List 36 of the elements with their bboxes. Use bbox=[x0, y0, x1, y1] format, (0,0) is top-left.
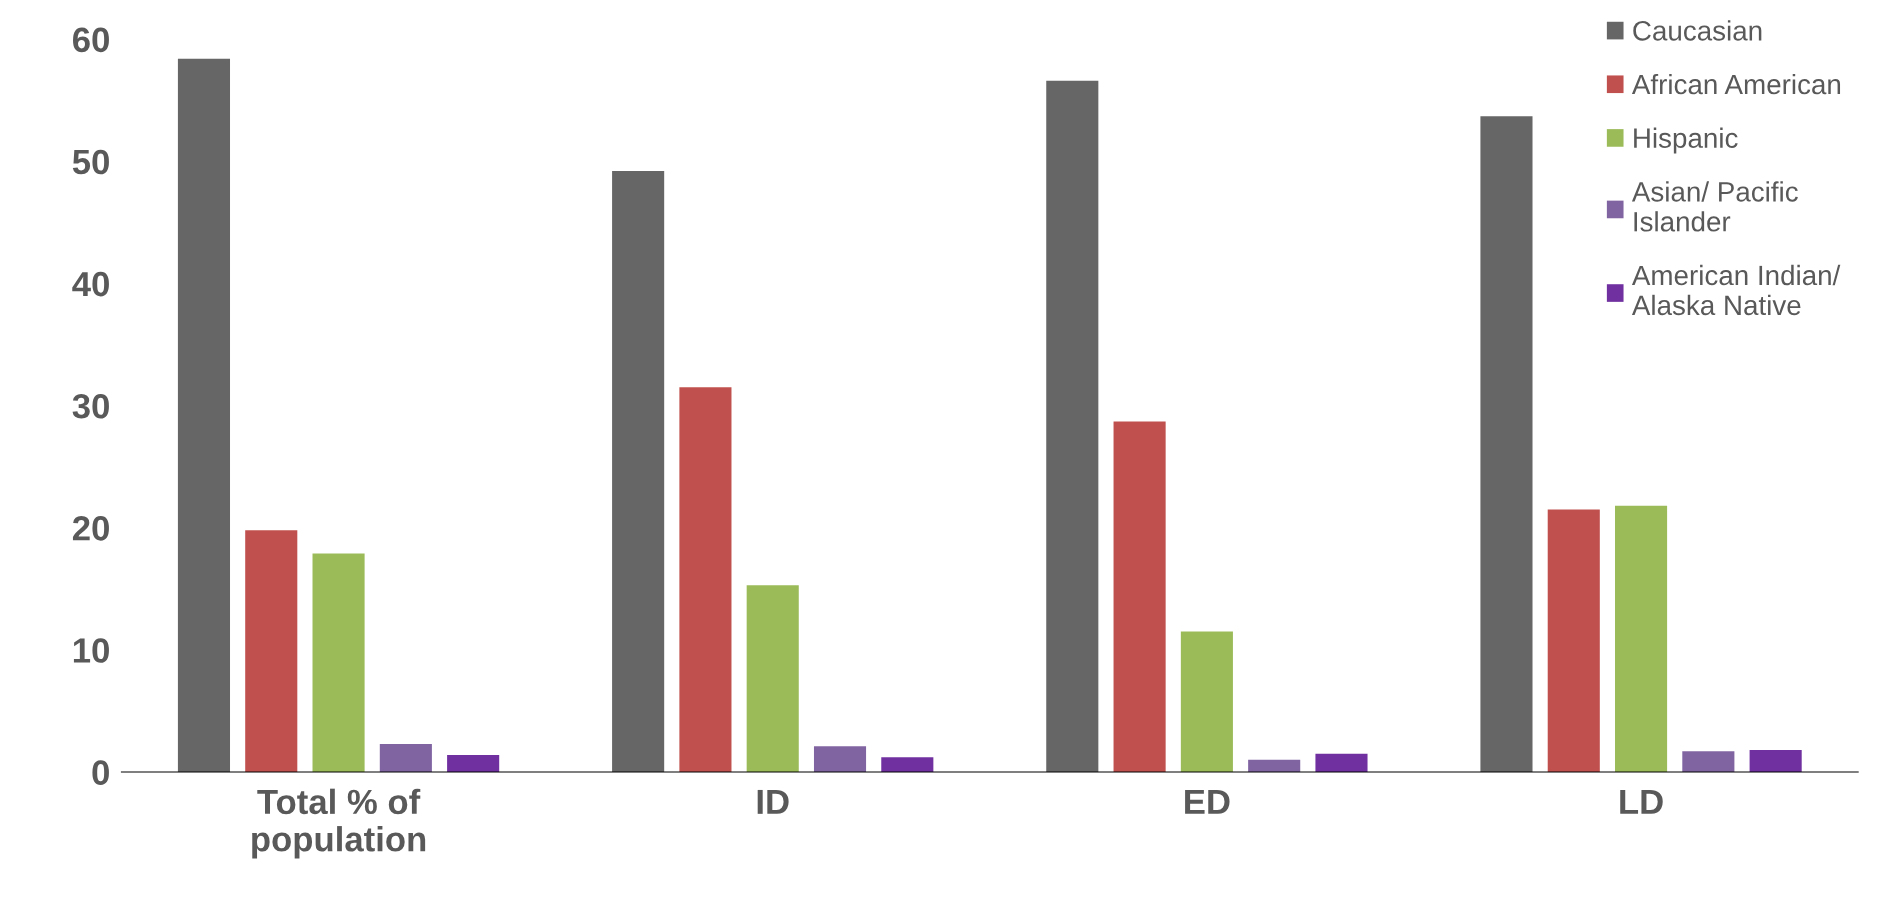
legend-label: Hispanic bbox=[1634, 127, 1738, 154]
bar bbox=[1113, 421, 1166, 773]
bar bbox=[813, 746, 867, 773]
legend-label: American Indian/ Alaska Native bbox=[1631, 264, 1841, 316]
bar bbox=[312, 553, 365, 773]
bar bbox=[1046, 80, 1099, 773]
bar bbox=[1180, 631, 1233, 773]
bar bbox=[746, 585, 799, 773]
bar bbox=[1682, 751, 1735, 773]
bar bbox=[245, 530, 298, 773]
y-tick-label: 50 bbox=[72, 149, 109, 175]
legend-label: Caucasian bbox=[1633, 20, 1762, 41]
bar bbox=[881, 757, 934, 773]
x-tick-label: ID bbox=[757, 789, 789, 814]
bar bbox=[612, 171, 665, 773]
bar bbox=[1749, 750, 1802, 773]
bar bbox=[1248, 759, 1301, 773]
x-tick-label: Total % of population bbox=[252, 788, 426, 859]
y-tick-label: 20 bbox=[72, 516, 109, 541]
bar bbox=[379, 743, 432, 773]
bar bbox=[1615, 505, 1668, 773]
x-tick-label: ED bbox=[1185, 789, 1230, 814]
y-tick-label: 10 bbox=[73, 638, 109, 663]
bar bbox=[679, 387, 732, 773]
x-tick-label: LD bbox=[1620, 789, 1663, 814]
legend-label: Asian/ Pacific Islander bbox=[1631, 181, 1798, 232]
bar bbox=[177, 58, 231, 773]
legend-label: African American bbox=[1631, 73, 1841, 95]
y-tick-label: 30 bbox=[72, 393, 109, 419]
y-tick-label: 0 bbox=[92, 760, 109, 785]
y-tick-label: 60 bbox=[73, 27, 109, 53]
bar bbox=[1315, 753, 1368, 773]
y-tick-label: 40 bbox=[72, 271, 109, 297]
bar bbox=[1547, 509, 1600, 773]
bar bbox=[1480, 116, 1533, 773]
bar bbox=[447, 754, 500, 773]
